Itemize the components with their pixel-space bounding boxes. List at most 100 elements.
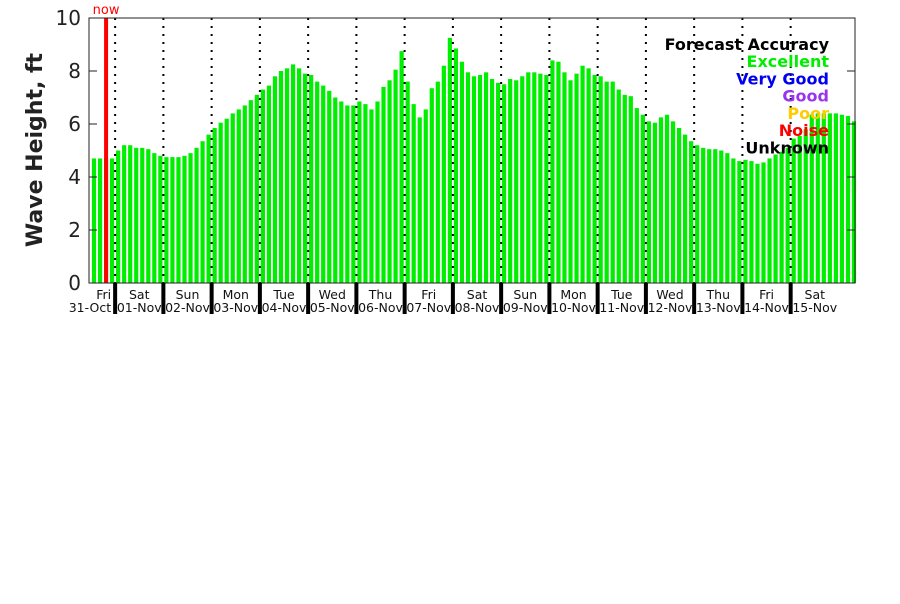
- bar: [417, 117, 422, 283]
- bar: [399, 51, 404, 283]
- bar: [236, 109, 241, 283]
- day-separator-tick: [740, 283, 745, 314]
- bar: [266, 85, 272, 283]
- bar: [91, 158, 97, 283]
- bar: [363, 104, 368, 283]
- day-label: Sun: [176, 287, 200, 302]
- bar: [749, 161, 754, 283]
- bar: [833, 113, 838, 284]
- bar: [429, 88, 434, 283]
- bar: [489, 78, 495, 283]
- bar: [664, 114, 670, 283]
- bar: [194, 147, 199, 283]
- bar: [357, 101, 362, 283]
- bar: [719, 150, 724, 283]
- bar: [411, 104, 416, 283]
- day-label: Fri: [96, 287, 111, 302]
- bar: [640, 114, 645, 283]
- bar: [477, 74, 483, 283]
- date-label: 01-Nov: [117, 300, 162, 315]
- bar: [387, 80, 392, 284]
- now-label: now: [93, 3, 120, 18]
- bar: [797, 135, 802, 283]
- bar: [290, 64, 296, 283]
- day-separator-tick: [161, 283, 166, 314]
- date-label: 04-Nov: [262, 300, 307, 315]
- date-label: 06-Nov: [358, 300, 403, 315]
- legend-entry: Excellent: [747, 52, 830, 71]
- bar: [755, 163, 760, 283]
- bar: [658, 117, 664, 283]
- y-tick-label: 2: [68, 218, 81, 242]
- bar: [182, 155, 187, 283]
- bar: [375, 101, 380, 283]
- bar: [152, 153, 157, 283]
- bar: [140, 147, 145, 283]
- day-separator-tick: [450, 283, 455, 314]
- y-tick-label: 4: [68, 165, 81, 189]
- bar: [116, 150, 121, 283]
- day-separator-tick: [788, 283, 793, 314]
- bar: [134, 147, 139, 283]
- bar: [622, 94, 627, 283]
- bar: [303, 73, 308, 284]
- date-label: 14-Nov: [744, 300, 789, 315]
- bar: [845, 116, 851, 283]
- bar: [447, 37, 452, 283]
- bar: [170, 157, 175, 283]
- day-label: Tue: [610, 287, 633, 302]
- bar: [689, 141, 694, 283]
- day-label: Sat: [129, 287, 150, 302]
- bar: [508, 78, 513, 283]
- day-separator-tick: [643, 283, 648, 314]
- bar: [405, 81, 410, 283]
- bar: [296, 68, 302, 283]
- bars-group: [91, 18, 857, 284]
- bar: [652, 122, 658, 283]
- bar: [248, 100, 253, 284]
- day-label: Fri: [759, 287, 774, 302]
- bar: [574, 73, 579, 284]
- bar: [453, 48, 459, 283]
- day-label: Mon: [560, 287, 586, 302]
- bar: [586, 68, 591, 283]
- y-axis-label: Wave Height, ft: [23, 52, 48, 247]
- bar: [483, 72, 489, 283]
- day-separator-tick: [306, 283, 311, 314]
- date-label: 09-Nov: [503, 300, 548, 315]
- bar: [502, 84, 507, 283]
- bar: [725, 153, 730, 283]
- bar: [779, 151, 784, 283]
- y-tick-label: 10: [56, 6, 81, 30]
- bar: [809, 114, 814, 283]
- bar: [628, 96, 633, 283]
- day-label: Mon: [223, 287, 249, 302]
- now-line: [104, 18, 109, 283]
- day-separator-tick: [113, 283, 118, 314]
- bar: [122, 145, 127, 283]
- y-tick-label: 0: [68, 271, 81, 295]
- bar: [128, 145, 133, 283]
- date-label: 12-Nov: [648, 300, 693, 315]
- bar: [604, 81, 609, 283]
- bar: [315, 81, 320, 283]
- bar: [496, 82, 501, 283]
- bar: [459, 61, 465, 283]
- bar: [260, 89, 265, 283]
- bar: [737, 161, 742, 283]
- day-separator-tick: [499, 283, 504, 314]
- bar: [670, 121, 676, 283]
- bar: [646, 121, 652, 283]
- day-label: Sun: [513, 287, 537, 302]
- bar: [785, 147, 790, 283]
- bar: [761, 162, 766, 283]
- bar: [731, 158, 736, 283]
- bar: [321, 85, 326, 283]
- bar: [526, 72, 531, 283]
- bar: [580, 65, 585, 283]
- bar: [767, 158, 772, 283]
- bar: [821, 113, 826, 284]
- bar: [562, 72, 567, 283]
- bar: [309, 74, 314, 283]
